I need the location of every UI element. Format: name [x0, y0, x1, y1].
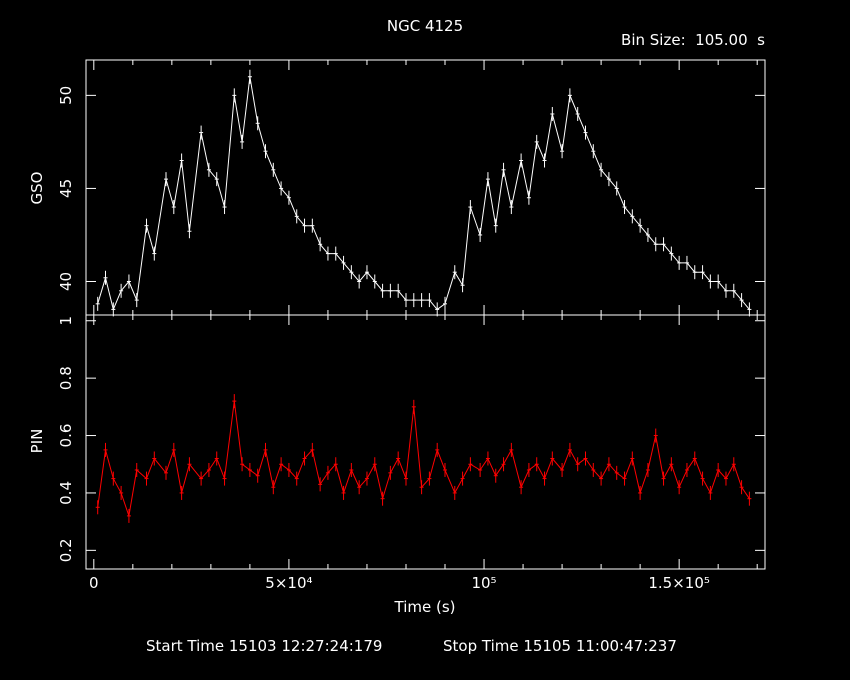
pin-ytick-label: 1 [57, 316, 75, 326]
pin-ytick-label: 0.4 [57, 481, 75, 505]
xtick-label: 1.5×10⁵ [648, 574, 710, 592]
pin-ytick-label: 0.6 [57, 424, 75, 448]
chart-title: NGC 4125 [387, 17, 463, 35]
stop-time-label: Stop Time 15105 11:00:47:237 [443, 637, 677, 655]
pin-axis-label: PIN [28, 429, 46, 454]
pin-series [95, 394, 752, 523]
gso-axis-label: GSO [28, 172, 46, 205]
xtick-label: 5×10⁴ [265, 574, 312, 592]
pin-series-line [97, 401, 750, 517]
pin-ytick-label: 0.8 [57, 366, 75, 390]
start-time-label: Start Time 15103 12:27:24:179 [146, 637, 382, 655]
pin-panel-frame [85, 314, 766, 570]
axis-ticks: 40 45 50 0.2 0.4 0.6 0.8 1 0 5×10⁴ 10⁵ 1.5×10⁵ [57, 60, 765, 592]
gso-series [95, 69, 752, 317]
xtick-label: 10⁵ [471, 574, 496, 592]
gso-ytick-label: 50 [57, 86, 75, 105]
gso-series-line [97, 76, 750, 311]
pin-ytick-label: 0.2 [57, 538, 75, 562]
x-axis-label: Time (s) [394, 598, 456, 616]
gso-ytick-label: 40 [57, 272, 75, 291]
xtick-label: 0 [89, 574, 99, 592]
gso-ytick-label: 45 [57, 179, 75, 198]
gso-panel-frame [85, 59, 766, 316]
bin-size-label: Bin Size: 105.00 s [621, 31, 765, 49]
